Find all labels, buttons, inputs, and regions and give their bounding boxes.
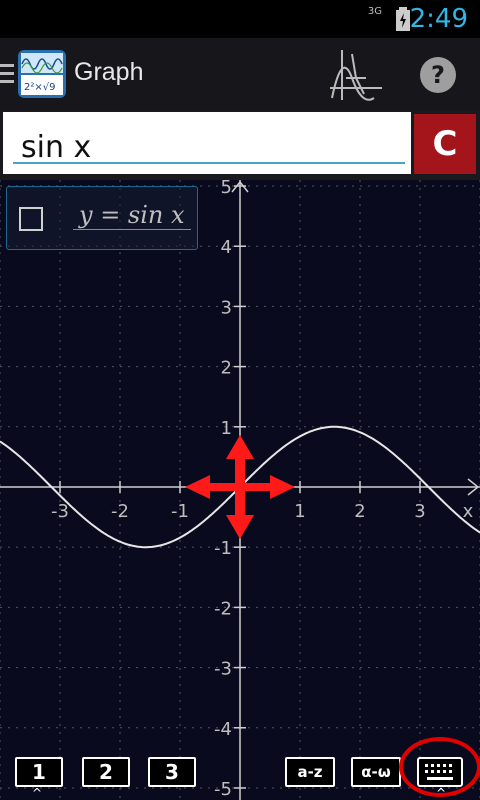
y-axis-arrow	[231, 180, 249, 193]
y-tick-label: 1	[221, 418, 232, 439]
greek-letters-button[interactable]: α-ω	[351, 757, 401, 787]
action-bar: 2²×√9 Graph ?	[0, 38, 480, 110]
y-tick-label: -5	[214, 779, 232, 800]
input-underline	[13, 162, 405, 164]
pan-arrow-horizontal-icon	[185, 474, 295, 499]
clear-button[interactable]: C	[414, 114, 476, 174]
x-tick-label: -3	[51, 501, 69, 522]
expression-input[interactable]: sin x	[3, 112, 411, 174]
x-axis-arrow	[467, 478, 480, 496]
graph-area[interactable]: -3 -2 -1 1 2 3 x 5 4 3 2 1 -1 -2 -3 -4 -5 y = sin x	[0, 180, 480, 800]
help-icon[interactable]: ?	[419, 56, 457, 94]
y-tick-label: 4	[221, 237, 232, 258]
y-tick-label: 3	[221, 297, 232, 318]
input-area: sin x C	[0, 110, 480, 180]
y-tick-label: -3	[214, 659, 232, 680]
function-legend: y = sin x	[6, 186, 198, 250]
x-tick-label: 2	[354, 501, 365, 522]
keypad-1-button[interactable]: 1	[15, 757, 63, 787]
menu-icon[interactable]	[0, 62, 14, 86]
expression-text: sin x	[21, 130, 92, 165]
chevron-up-icon: ^	[32, 786, 43, 800]
y-tick-label: -2	[214, 598, 232, 619]
latin-letters-button[interactable]: a-z	[285, 757, 335, 787]
clock: 2:49	[409, 4, 468, 34]
function-equation[interactable]: y = sin x	[73, 201, 191, 230]
battery-charging-icon	[396, 7, 410, 31]
y-tick-label: -1	[214, 538, 232, 559]
function-visibility-checkbox[interactable]	[19, 207, 43, 231]
keypad-2-button[interactable]: 2	[82, 757, 130, 787]
x-tick-label: -1	[171, 501, 189, 522]
app-title: Graph	[74, 58, 144, 86]
y-tick-label: 5	[221, 180, 232, 198]
app-logo-icon[interactable]: 2²×√9	[18, 50, 66, 98]
x-tick-label: -2	[111, 501, 129, 522]
y-tick-label: -4	[214, 719, 232, 740]
keypad-3-button[interactable]: 3	[148, 757, 196, 787]
y-tick-label: 2	[221, 358, 232, 379]
x-tick-label: 1	[294, 501, 305, 522]
svg-text:?: ?	[431, 61, 445, 89]
svg-text:2²×√9: 2²×√9	[24, 82, 55, 93]
x-axis-label: x	[463, 501, 474, 522]
graph-mode-icon[interactable]	[328, 48, 384, 102]
network-indicator: 3G	[367, 6, 382, 17]
x-tick-label: 3	[414, 501, 425, 522]
keyboard-highlight-circle	[399, 737, 480, 797]
status-bar: 3G 2:49	[0, 0, 480, 38]
